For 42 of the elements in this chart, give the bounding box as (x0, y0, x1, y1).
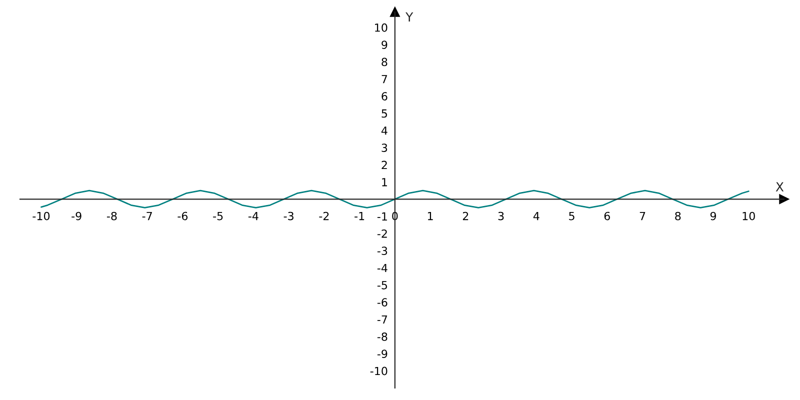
y-tick-label: 9 (382, 40, 388, 49)
y-tick-label: 2 (382, 160, 387, 170)
y-tick-label: -9 (377, 350, 388, 358)
x-tick-label: -9 (72, 212, 82, 220)
y-tick-label: -7 (377, 315, 388, 324)
x-tick-label: -4 (248, 212, 258, 220)
y-tick-label: 1 (382, 178, 387, 186)
x-tick-label: 2 (462, 212, 468, 220)
y-tick-label: -3 (377, 246, 388, 256)
y-tick-label: -2 (377, 229, 387, 238)
y-axis-title: Y (406, 12, 414, 22)
y-tick-label: -6 (377, 298, 388, 307)
x-tick-label: 1 (428, 212, 433, 220)
x-tick-label: -7 (142, 212, 152, 220)
x-tick-label: 9 (710, 212, 716, 220)
x-axis-title: X (776, 182, 784, 192)
x-tick-label: 6 (604, 212, 610, 220)
y-tick-label: 4 (381, 126, 388, 135)
x-tick-label: -2 (319, 212, 329, 220)
x-tick-label: 4 (533, 212, 540, 220)
y-tick-label: 7 (382, 75, 388, 84)
x-tick-label: -6 (178, 212, 188, 220)
y-tick-label: 10 (375, 23, 388, 32)
y-tick-label: 3 (382, 144, 388, 152)
y-tick-label: 6 (382, 92, 388, 101)
y-tick-label: -10 (370, 366, 388, 376)
x-tick-label: 10 (742, 212, 755, 220)
x-tick-label: -8 (106, 212, 117, 220)
x-tick-label: 8 (675, 212, 681, 220)
y-tick-label: 5 (382, 109, 388, 118)
x-tick-label: 7 (640, 212, 646, 220)
x-tick-label: -3 (284, 212, 294, 220)
x-tick-label: -10 (32, 212, 50, 220)
y-tick-label: 8 (382, 58, 388, 66)
x-tick-label: 5 (569, 212, 574, 220)
y-tick-label: -4 (377, 264, 388, 272)
y-tick-label: -5 (377, 281, 388, 290)
x-tick-label: 3 (498, 212, 504, 220)
line-series (40, 190, 750, 208)
x-tick-label: -1 (354, 212, 364, 220)
x-tick-label: -5 (213, 212, 223, 220)
y-tick-label: -8 (377, 332, 388, 341)
